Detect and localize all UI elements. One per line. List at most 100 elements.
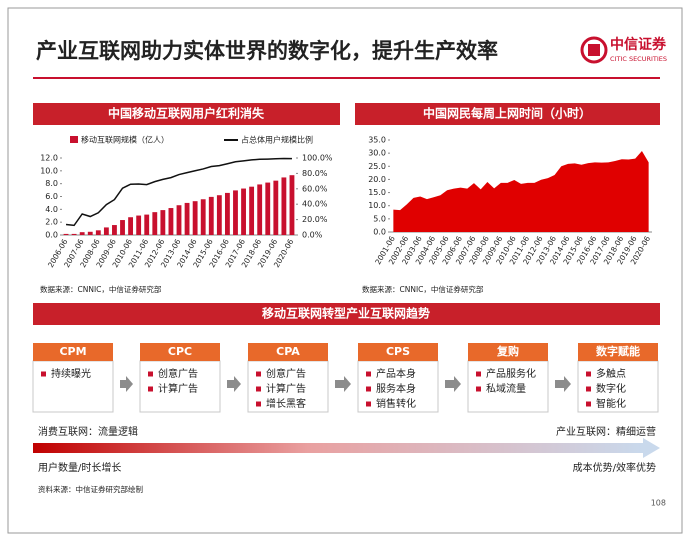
step-body [467, 360, 549, 413]
bullet [366, 371, 371, 377]
bar [273, 180, 279, 235]
bullet [256, 386, 261, 392]
chart-title: 中国网民每周上网时间（小时） [423, 106, 591, 121]
chart-source: 数据来源：CNNIC，中信证券研究部 [362, 284, 484, 294]
y-tick-label: 30.0 [368, 149, 386, 158]
trend-label: 产业互联网：精细运营 [556, 425, 656, 438]
bar [79, 232, 85, 235]
step-item: 多触点 [596, 367, 626, 380]
panel-header [33, 103, 340, 125]
bar [249, 186, 255, 235]
step-header [358, 343, 438, 361]
bar [95, 230, 101, 235]
bar [224, 192, 230, 235]
y2-tick-label: 20.0% [302, 215, 328, 224]
logo-mark [580, 36, 608, 64]
step-label: CPS [386, 345, 410, 358]
bullet [476, 386, 481, 392]
y-tick-label: 15.0 [368, 188, 386, 197]
slide-title: 产业互联网助力实体世界的数字化，提升生产效率 [36, 39, 498, 63]
bar [128, 217, 134, 235]
bullet [366, 386, 371, 392]
slide-border [7, 7, 683, 534]
step-header [33, 343, 113, 361]
legend-label: 移动互联网规模（亿人） [81, 135, 169, 145]
area-series [393, 151, 649, 232]
chart-source: 数据来源：CNNIC，中信证券研究部 [40, 284, 162, 294]
bar [103, 227, 109, 235]
step-body [247, 360, 329, 413]
bar [112, 225, 117, 235]
step-item: 增长黑客 [266, 397, 306, 410]
bar [120, 220, 125, 235]
bar [152, 212, 158, 235]
page-number: 108 [651, 499, 666, 508]
y-tick-label: 0.0 [373, 228, 386, 237]
flow-arrow [445, 376, 461, 392]
panel-header [355, 103, 660, 125]
y2-tick-label: 0.0% [302, 231, 323, 240]
step-body [32, 360, 114, 413]
bar [281, 177, 287, 235]
line-series [65, 157, 292, 227]
step-label: CPM [59, 345, 86, 358]
step-label: CPA [276, 345, 300, 358]
bar [160, 210, 166, 235]
bullet [476, 371, 481, 377]
y-tick-label: 5.0 [373, 214, 386, 223]
bullet [366, 401, 371, 407]
bullet [148, 371, 153, 377]
trend-arrow-head [643, 438, 660, 458]
bar [265, 182, 271, 235]
source-note: 资料来源：中信证券研究部绘制 [38, 484, 143, 494]
logo-en: CITIC SECURITIES [610, 55, 667, 63]
step-header [248, 343, 328, 361]
bar [168, 208, 174, 235]
step-label: CPC [168, 345, 192, 358]
y-tick-label: 35.0 [368, 136, 386, 145]
bar [200, 199, 206, 235]
bar [63, 233, 69, 235]
y2-tick-label: 80.0% [302, 169, 328, 178]
bar [144, 214, 150, 235]
trend-label: 成本优势/效率优势 [573, 461, 656, 474]
step-item: 产品服务化 [486, 367, 536, 380]
y2-tick-label: 100.0% [302, 154, 333, 163]
flow-arrow [227, 376, 241, 392]
step-item: 产品本身 [376, 367, 416, 380]
step-item: 创意广告 [266, 367, 306, 380]
bar [241, 188, 246, 235]
step-body [139, 360, 221, 413]
step-body [577, 360, 659, 413]
trend-arrow [33, 443, 643, 453]
bar [233, 190, 238, 235]
bullet [586, 371, 591, 377]
bar [136, 215, 142, 235]
step-item: 创意广告 [158, 367, 198, 380]
y-tick-label: 8.0 [45, 179, 58, 188]
step-item: 私域流量 [486, 382, 526, 395]
y-tick-label: 20.0 [368, 175, 386, 184]
bullet [148, 386, 153, 392]
step-item: 数字化 [596, 382, 626, 395]
step-header [468, 343, 548, 361]
bar [71, 233, 77, 235]
y-tick-label: 0.0 [45, 231, 58, 240]
step-label: 复购 [496, 344, 519, 358]
legend-swatch [70, 136, 78, 143]
legend-label: 占总体用户规模比例 [241, 135, 313, 145]
bar [257, 184, 263, 235]
step-item: 计算广告 [158, 382, 198, 395]
y-tick-label: 25.0 [368, 162, 386, 171]
bar [216, 195, 222, 235]
trend-label: 用户数量/时长增长 [38, 461, 121, 474]
flow-arrow [335, 376, 351, 392]
logo-mark [588, 44, 600, 56]
step-label: 数字赋能 [596, 344, 640, 358]
flow-arrow [120, 376, 133, 392]
section-banner [33, 303, 660, 325]
bar [87, 231, 93, 235]
bar [289, 175, 295, 235]
step-header [578, 343, 658, 361]
